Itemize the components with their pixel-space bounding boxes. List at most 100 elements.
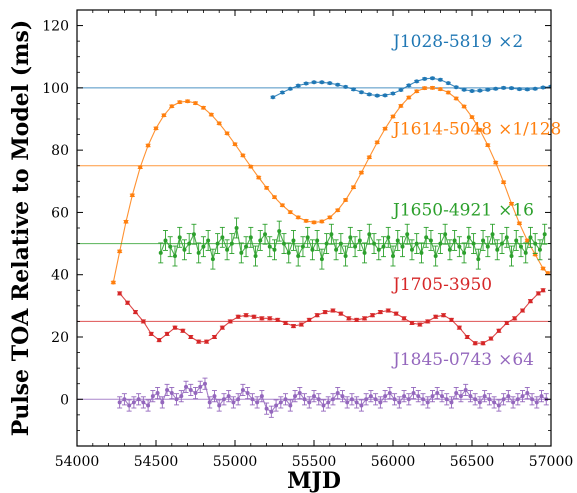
data-point [312,80,316,85]
data-point [525,238,530,243]
data-point [367,232,372,237]
data-point [274,403,279,408]
data-point [398,88,403,93]
data-point [441,313,446,318]
data-point [277,229,282,234]
data-point [334,247,339,252]
data-point [430,394,435,399]
series-J1845-0743 [77,377,551,418]
data-point [225,131,230,136]
data-point [220,235,225,240]
data-point [270,95,275,100]
data-point [304,81,309,86]
data-point [392,397,397,402]
data-point [136,397,141,402]
data-point [386,308,391,313]
data-point [405,232,410,237]
data-point [477,88,482,93]
data-point [368,394,373,399]
data-point [258,238,263,243]
data-point [443,232,448,237]
y-tick-label: 100 [42,81,69,97]
data-point [487,397,492,402]
data-point [477,400,482,405]
data-point [402,316,407,321]
data-point [525,391,530,396]
data-point [351,185,356,190]
data-point [272,195,277,200]
data-point [150,394,155,399]
data-point [541,266,546,271]
data-point [509,201,514,206]
data-point [184,384,189,389]
data-point [411,391,416,396]
data-point [537,247,542,252]
series-line [112,87,549,283]
data-point [293,394,298,399]
data-point [177,235,182,240]
data-point [240,153,245,158]
data-point [376,247,381,252]
data-point [348,235,353,240]
data-point [172,325,177,330]
data-point [462,104,467,109]
series-J1614-5048 [77,85,551,285]
data-point [424,235,429,240]
data-point [122,397,127,402]
data-point [402,394,407,399]
series-layer [77,76,551,418]
data-point [446,90,451,95]
data-point [210,257,215,262]
data-point [323,310,328,315]
data-point [259,316,264,321]
data-point [504,320,509,325]
data-point [518,244,523,249]
data-point [198,384,203,389]
data-point [485,143,490,148]
data-point [485,87,490,92]
data-point [378,400,383,405]
data-point [253,254,258,259]
data-point [383,93,388,98]
series-scale: ×1/128 [498,119,561,139]
data-point [202,381,207,386]
data-point [536,291,541,296]
data-point [212,335,217,339]
data-point [457,325,462,330]
data-point [471,241,476,246]
data-point [520,308,525,313]
data-point [111,280,116,285]
data-point [168,244,173,249]
data-point [163,238,168,243]
data-point [201,105,206,110]
series-label: J1028-5819 ×2 [391,32,523,52]
data-point [255,400,260,405]
data-point [438,87,443,92]
data-point [504,235,509,240]
data-point [506,394,511,399]
data-point [307,317,312,322]
y-tick-label: 20 [51,330,69,346]
data-point [391,91,395,96]
data-point [161,113,166,118]
data-point [335,391,340,396]
data-point [217,403,222,408]
data-point [496,328,501,333]
data-point [481,341,486,346]
data-point [414,79,419,84]
data-point [509,254,514,259]
x-tick-label: 54000 [55,454,100,470]
data-point [248,235,253,240]
data-point [117,400,122,405]
data-point [215,241,220,246]
data-point [509,86,514,91]
data-point [530,397,535,402]
data-point [343,197,348,202]
data-point [286,250,291,255]
data-point [425,400,430,405]
data-point [449,400,454,405]
data-point [470,115,474,120]
data-point [169,104,174,109]
data-point [517,221,522,226]
data-point [409,320,414,325]
